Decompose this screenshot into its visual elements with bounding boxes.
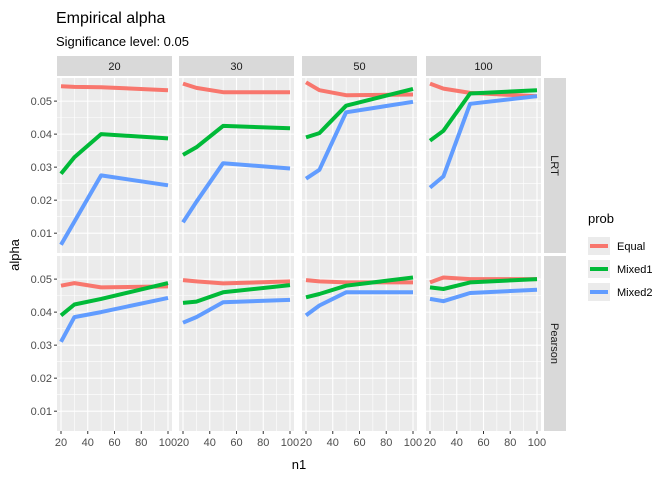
y-tick-label: 0.02 — [31, 373, 52, 385]
series-line-mixed1 — [59, 132, 169, 176]
row-strip-lrt — [544, 78, 566, 253]
x-tick-label: 20 — [424, 437, 436, 449]
col-strip-label: 30 — [230, 61, 242, 73]
legend-title: prob — [588, 211, 614, 226]
x-tick-label: 80 — [135, 437, 147, 449]
col-strip-30 — [179, 56, 294, 76]
panel-pearson-20 — [57, 256, 172, 431]
series-line-mixed2 — [59, 295, 169, 343]
series-line-equal — [304, 80, 414, 98]
col-strip-label: 50 — [353, 61, 365, 73]
series-line-mixed1 — [429, 277, 538, 291]
series-line-mixed2 — [304, 290, 413, 318]
x-tick-label: 100 — [404, 437, 422, 449]
series-line-equal — [182, 81, 290, 95]
panel-lrt-100 — [426, 78, 541, 253]
row-strip-label: Pearson — [548, 323, 560, 364]
y-tick-label: 0.05 — [31, 274, 52, 286]
panel-lrt-20 — [57, 78, 172, 253]
x-tick-label: 100 — [281, 437, 299, 449]
x-tick-label: 40 — [451, 437, 463, 449]
panel-pearson-30 — [179, 256, 294, 431]
x-tick-label: 100 — [159, 437, 177, 449]
panel-lrt-50 — [302, 78, 417, 253]
legend-label-equal: Equal — [617, 241, 645, 253]
x-tick-label: 80 — [504, 437, 516, 449]
series-line-mixed1 — [182, 283, 291, 305]
series-line-mixed1 — [428, 88, 538, 143]
legend-label-mixed1: Mixed1 — [617, 264, 652, 276]
legend: prob Equal Mixed1 Mixed2 — [588, 211, 652, 301]
series-line-mixed1 — [305, 86, 414, 140]
y-tick-label: 0.03 — [31, 340, 52, 352]
row-strip-label: LRT — [548, 155, 560, 176]
x-tick-label: 60 — [477, 437, 489, 449]
series-line-mixed1 — [182, 123, 291, 157]
panel-pearson-50 — [302, 256, 417, 431]
y-tick-label: 0.03 — [31, 162, 52, 174]
series-line-equal — [60, 84, 169, 93]
facet-panels: 20 30 50 100 LRT Pearson 0.01 0.02 0.03 0.04 0.05 0… — [31, 56, 566, 449]
col-strip-label: 20 — [108, 61, 120, 73]
x-tick-label: 100 — [528, 437, 546, 449]
x-tick-label: 60 — [108, 437, 120, 449]
series-line-mixed1 — [59, 281, 169, 317]
chart-title: Empirical alpha — [56, 10, 165, 27]
y-tick-label: 0.01 — [31, 406, 52, 418]
y-tick-label: 0.01 — [31, 228, 52, 240]
y-tick-label: 0.05 — [31, 96, 52, 108]
series-line-mixed2 — [59, 173, 169, 246]
series-line-mixed2 — [181, 161, 291, 224]
x-tick-label: 60 — [230, 437, 242, 449]
panel-lrt-30 — [179, 78, 294, 253]
series-line-mixed2 — [304, 99, 414, 181]
col-strip-label: 100 — [474, 61, 492, 73]
x-tick-label: 40 — [204, 437, 216, 449]
x-tick-label: 60 — [353, 437, 365, 449]
series-line-mixed2 — [182, 297, 291, 325]
series-line-mixed2 — [428, 94, 538, 190]
y-axis-title: alpha — [7, 238, 22, 271]
series-line-mixed2 — [429, 287, 538, 304]
panel-pearson-100 — [426, 256, 541, 431]
x-tick-label: 80 — [257, 437, 269, 449]
y-tick-label: 0.04 — [31, 307, 52, 319]
col-strip-50 — [302, 56, 417, 76]
col-strip-100 — [426, 56, 541, 76]
y-tick-label: 0.04 — [31, 129, 52, 141]
x-tick-label: 20 — [55, 437, 67, 449]
x-tick-label: 20 — [177, 437, 189, 449]
x-tick-label: 40 — [327, 437, 339, 449]
x-tick-label: 80 — [380, 437, 392, 449]
legend-label-mixed2: Mixed2 — [617, 287, 652, 299]
series-line-equal — [429, 81, 538, 99]
series-line-equal — [182, 278, 291, 286]
col-strip-20 — [57, 56, 172, 76]
series-line-equal — [60, 281, 169, 290]
y-tick-label: 0.02 — [31, 195, 52, 207]
x-tick-label: 40 — [82, 437, 94, 449]
series-line-mixed1 — [305, 275, 414, 300]
x-tick-label: 20 — [300, 437, 312, 449]
chart-subtitle: Significance level: 0.05 — [56, 34, 189, 49]
row-strip-pearson — [544, 256, 566, 431]
x-axis-title: n1 — [292, 457, 306, 472]
